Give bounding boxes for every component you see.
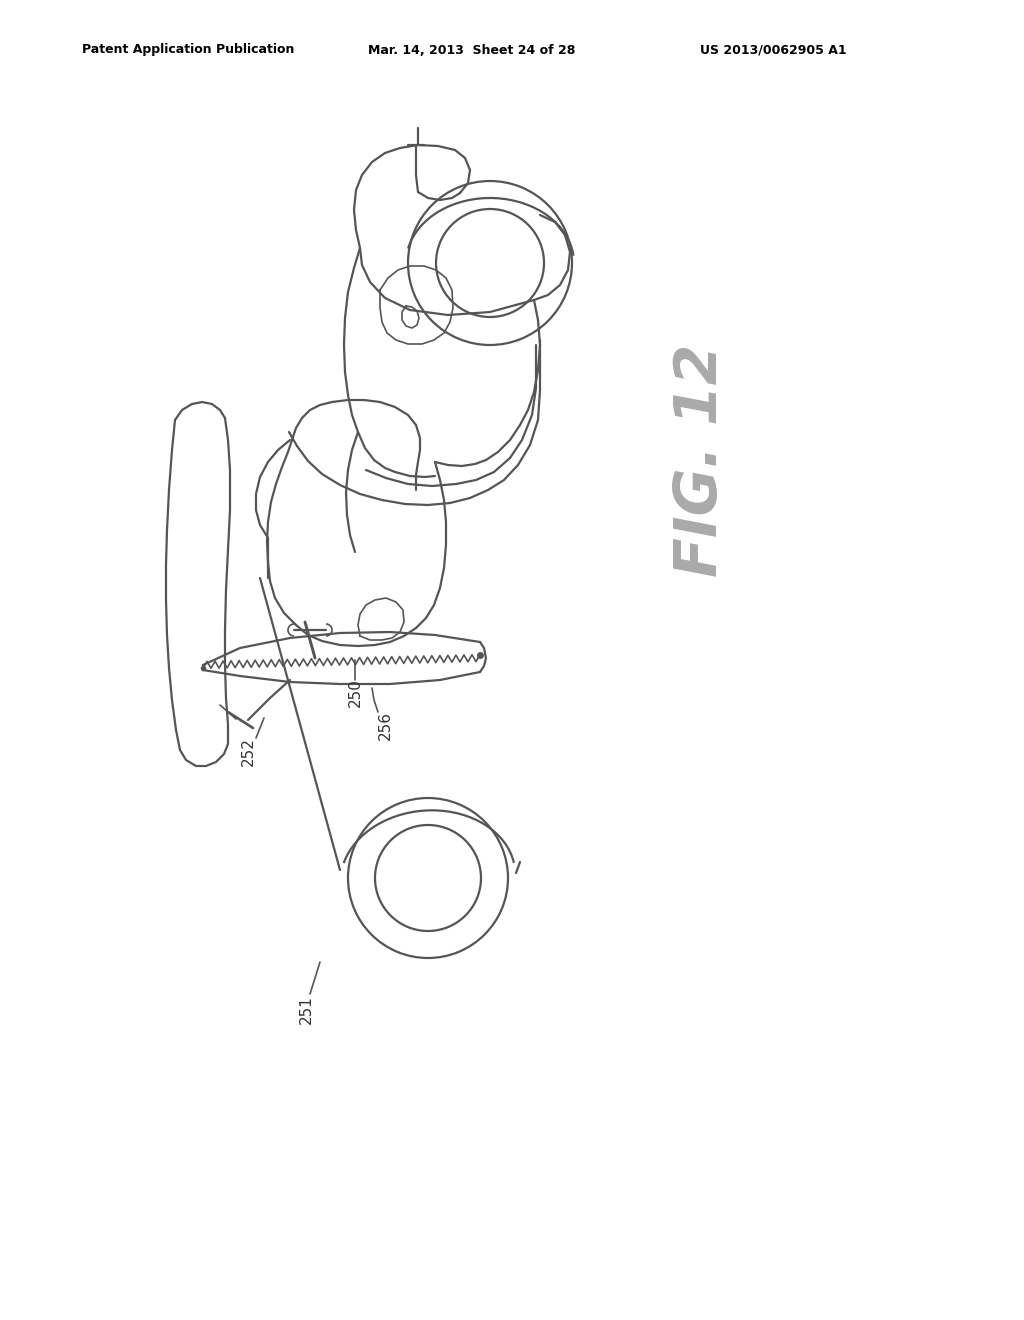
- Text: 256: 256: [378, 711, 392, 741]
- Text: US 2013/0062905 A1: US 2013/0062905 A1: [700, 44, 847, 57]
- Text: Mar. 14, 2013  Sheet 24 of 28: Mar. 14, 2013 Sheet 24 of 28: [368, 44, 575, 57]
- Text: 251: 251: [299, 995, 313, 1024]
- Text: Patent Application Publication: Patent Application Publication: [82, 44, 294, 57]
- Text: 252: 252: [241, 738, 256, 767]
- Text: FIG. 12: FIG. 12: [672, 343, 728, 577]
- Text: 250: 250: [347, 678, 362, 708]
